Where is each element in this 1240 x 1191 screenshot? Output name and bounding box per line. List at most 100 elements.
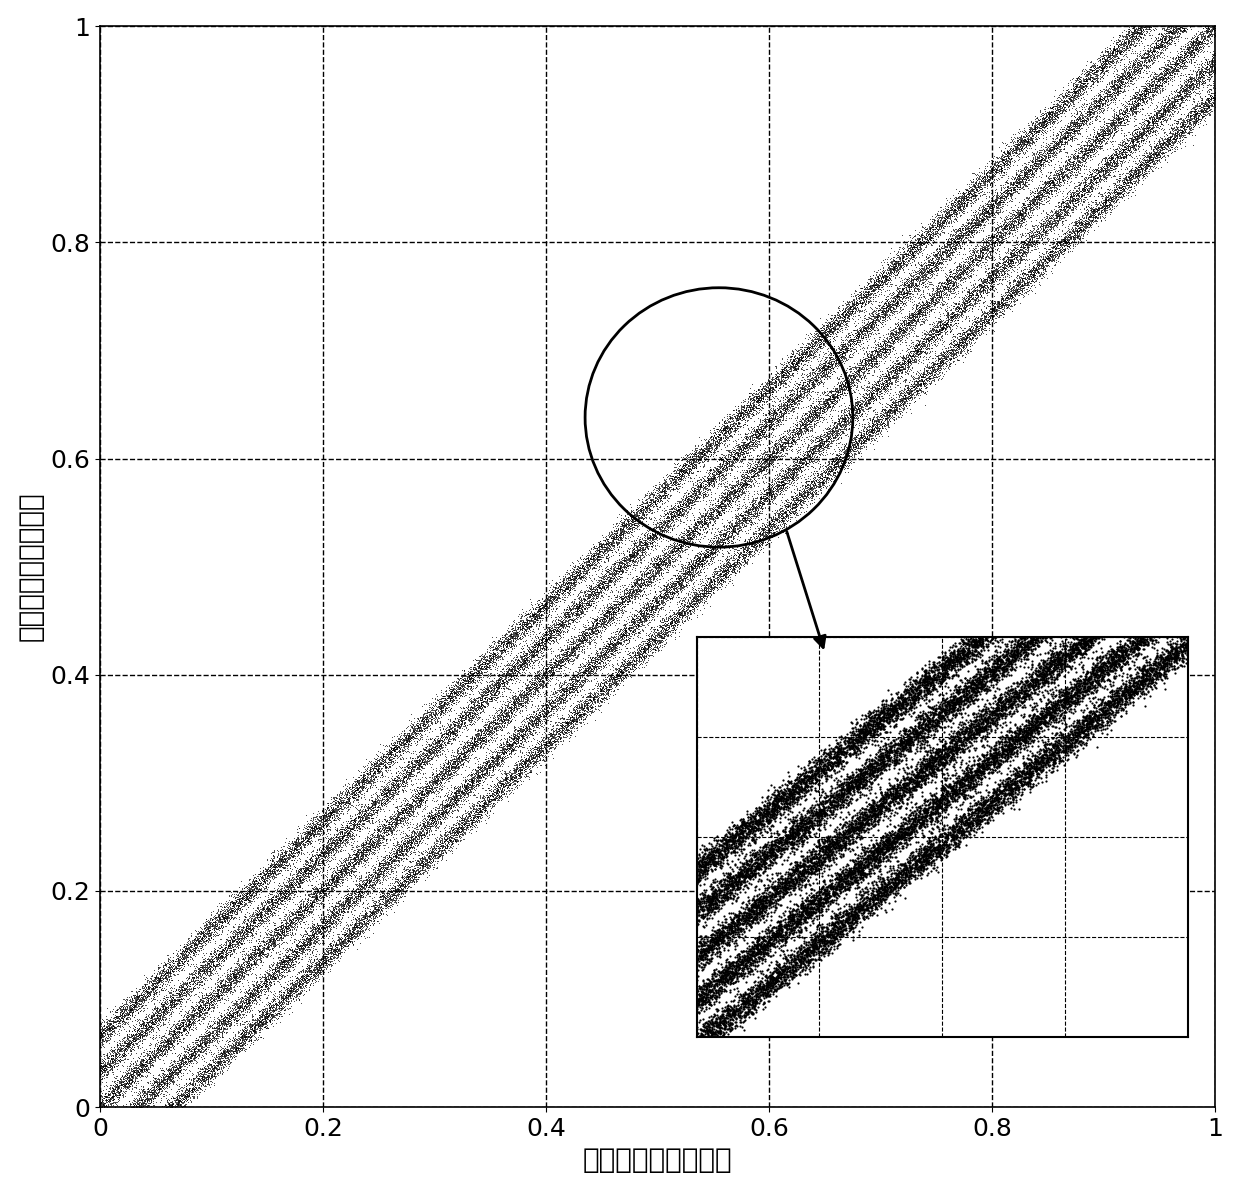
Point (1193, 62, 1213, 81)
Point (622, 618, 642, 637)
Point (384, 887, 404, 906)
Point (434, 765, 454, 784)
Point (614, 551, 634, 570)
Point (931, 318, 951, 337)
Point (698, 569, 718, 588)
Point (1096, 42, 1116, 61)
Point (141, 1081, 161, 1100)
Point (1112, 176, 1132, 195)
Point (931, 258, 951, 278)
Point (931, 323, 951, 342)
Point (353, 912, 373, 931)
Point (960, 258, 980, 278)
Point (763, 419, 782, 438)
Point (118, 1037, 138, 1056)
Point (557, 622, 577, 641)
Point (818, 368, 838, 387)
Point (529, 635, 549, 654)
Point (863, 384, 883, 403)
Point (1064, 74, 1084, 93)
Point (371, 887, 391, 906)
Point (1045, 100, 1065, 119)
Point (305, 860, 325, 879)
Point (950, 318, 970, 337)
Point (274, 956, 294, 975)
Point (195, 987, 215, 1006)
Point (444, 678, 464, 697)
Point (815, 329, 835, 348)
Point (813, 425, 833, 444)
Point (329, 899, 348, 918)
Point (347, 775, 367, 794)
Point (966, 208, 986, 227)
Point (686, 482, 706, 501)
Point (848, 361, 868, 380)
Point (1033, 139, 1053, 158)
Point (531, 707, 551, 727)
Point (425, 700, 445, 719)
Point (274, 983, 294, 1002)
Point (970, 169, 990, 188)
Point (1044, 145, 1064, 164)
Point (750, 459, 770, 478)
Point (543, 611, 563, 630)
Point (1054, 96, 1074, 116)
Point (160, 1037, 180, 1056)
Point (233, 989, 253, 1008)
Point (148, 1085, 167, 1104)
Point (740, 439, 760, 459)
Point (1163, 92, 1183, 111)
Point (805, 332, 825, 351)
Point (961, 217, 981, 236)
Point (312, 890, 332, 909)
Point (596, 613, 616, 632)
Point (226, 1005, 246, 1024)
Point (501, 769, 521, 788)
Point (1086, 132, 1106, 151)
Point (1076, 61, 1096, 80)
Point (1110, 183, 1130, 202)
Point (503, 696, 523, 715)
Point (403, 804, 423, 823)
Point (104, 1010, 124, 1029)
Point (1122, 58, 1142, 77)
Point (120, 991, 140, 1010)
Point (764, 475, 784, 494)
Point (1039, 117, 1059, 136)
Point (492, 765, 512, 784)
Point (300, 902, 320, 921)
Point (680, 566, 699, 585)
Point (657, 574, 677, 593)
Point (1089, 205, 1109, 224)
Point (340, 835, 360, 854)
Point (365, 772, 384, 791)
Point (216, 946, 236, 965)
Point (422, 809, 441, 828)
Point (701, 580, 720, 599)
Point (1053, 207, 1073, 226)
Point (210, 1014, 229, 1033)
Point (758, 487, 777, 506)
Point (1096, 51, 1116, 70)
Point (768, 475, 787, 494)
Point (774, 366, 794, 385)
Point (954, 339, 973, 358)
Point (233, 917, 253, 936)
Point (755, 416, 775, 435)
Point (387, 807, 407, 827)
Point (327, 939, 347, 958)
Point (711, 428, 730, 447)
Point (474, 701, 494, 721)
Point (951, 307, 971, 326)
Point (405, 818, 425, 837)
Point (525, 647, 544, 666)
Point (719, 453, 739, 472)
Point (1071, 111, 1091, 130)
Point (811, 473, 831, 492)
Point (1094, 160, 1114, 179)
Point (682, 594, 702, 613)
Point (170, 1093, 190, 1112)
Point (124, 1008, 144, 1027)
Point (232, 1036, 252, 1055)
Point (971, 177, 991, 197)
